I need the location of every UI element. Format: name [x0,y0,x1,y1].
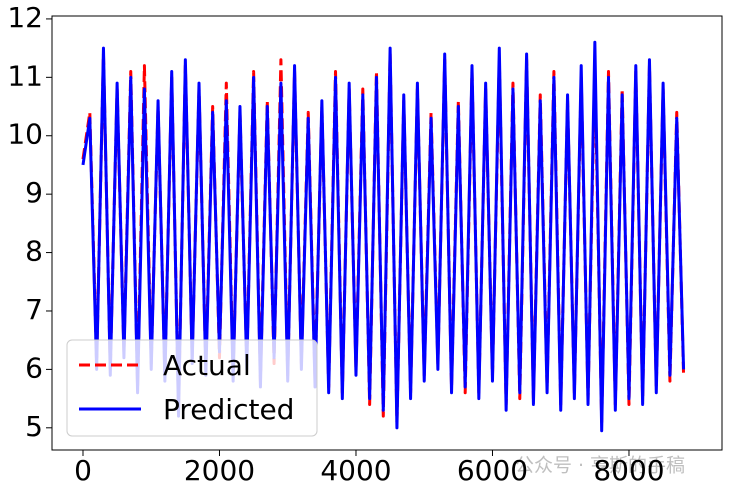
y-tick-label: 7 [25,293,43,326]
legend-label: Actual [163,349,251,382]
x-tick-label: 4000 [320,454,391,487]
y-tick-label: 6 [25,351,43,384]
x-tick-label: 8000 [593,454,664,487]
plot-frame [51,15,723,451]
series-line [81,40,686,433]
y-tick-label: 8 [25,235,43,268]
y-tick-label: 10 [7,118,43,151]
y-tick-label: 11 [7,59,43,92]
watermark: 公众号 · 亨斯的手稿 [515,455,685,477]
y-tick-label: 9 [25,176,43,209]
y-tick-label: 12 [7,1,43,34]
x-tick-label: 0 [74,454,92,487]
legend-label: Predicted [163,393,294,426]
x-tick-label: 2000 [184,454,255,487]
y-tick-label: 5 [25,410,43,443]
x-tick-label: 6000 [457,454,528,487]
